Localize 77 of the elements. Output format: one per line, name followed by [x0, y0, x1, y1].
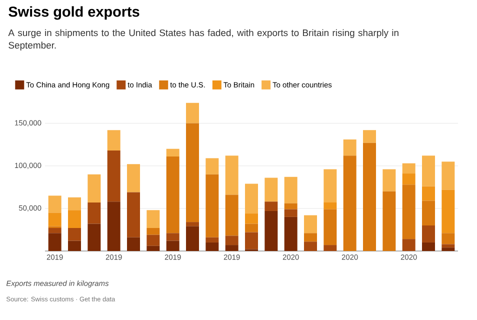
- bar: [402, 174, 416, 185]
- bar: [422, 225, 436, 242]
- bar: [166, 156, 180, 234]
- bar: [304, 242, 318, 251]
- bar: [88, 202, 101, 224]
- bar: [382, 191, 396, 251]
- bar: [382, 169, 396, 192]
- bar: [146, 228, 160, 235]
- bar: [127, 192, 140, 238]
- bar: [127, 164, 140, 192]
- bar: [107, 150, 120, 202]
- bar: [422, 156, 436, 186]
- bar: [225, 156, 238, 195]
- bar: [284, 216, 298, 251]
- bar: [245, 232, 258, 250]
- bar: [68, 228, 81, 241]
- bar: [48, 228, 62, 234]
- bar: [206, 158, 219, 174]
- bar: [402, 239, 416, 251]
- bar: [48, 233, 62, 251]
- bar: [225, 194, 238, 236]
- bar: [146, 210, 160, 228]
- bar: [225, 245, 238, 251]
- bar: [245, 184, 258, 214]
- chart-subtitle: A surge in shipments to the United States has faded, with exports to Britain rising sharply in September.: [8, 29, 398, 50]
- bar: [343, 156, 356, 251]
- bar: [107, 130, 120, 151]
- bar: [284, 176, 298, 204]
- bar: [206, 242, 219, 251]
- bar: [48, 196, 62, 213]
- bar: [264, 210, 278, 251]
- bar: [225, 236, 238, 246]
- bar: [442, 244, 455, 248]
- bar: [343, 139, 356, 156]
- bar: [442, 233, 455, 244]
- bar: [186, 226, 200, 251]
- bar: [186, 123, 200, 222]
- bar: [284, 209, 298, 217]
- bar: [68, 210, 81, 228]
- bar: [264, 178, 278, 202]
- bar: [324, 209, 337, 246]
- bar: [68, 197, 81, 210]
- bar: [422, 186, 436, 201]
- bar: [284, 203, 298, 210]
- bar: [402, 163, 416, 174]
- bar: [186, 102, 200, 124]
- bar: [442, 248, 455, 251]
- bar: [264, 202, 278, 211]
- bar: [206, 237, 219, 242]
- bar: [48, 212, 62, 226]
- bar: [245, 224, 258, 232]
- bar: [88, 174, 101, 202]
- bar: [304, 233, 318, 242]
- bar: [166, 240, 180, 251]
- bar: [107, 202, 120, 251]
- chart-title: Swiss gold exports: [8, 6, 140, 20]
- bar: [422, 242, 436, 251]
- bar: [402, 184, 416, 240]
- bar: [68, 240, 81, 251]
- bar: [363, 130, 376, 143]
- bar: [324, 245, 337, 251]
- bar: [304, 215, 318, 234]
- bar: [88, 224, 101, 251]
- bar: [422, 200, 436, 226]
- bar: [166, 233, 180, 241]
- bar: [186, 222, 200, 226]
- bar: [363, 142, 376, 251]
- bar: [324, 202, 337, 210]
- bar: [206, 174, 219, 238]
- bar: [146, 234, 160, 246]
- bar: [442, 162, 455, 190]
- bar: [166, 148, 180, 156]
- bar: [127, 237, 140, 251]
- bar: [245, 214, 258, 224]
- bar: [146, 246, 160, 251]
- bar: [442, 190, 455, 234]
- bar: [324, 169, 337, 202]
